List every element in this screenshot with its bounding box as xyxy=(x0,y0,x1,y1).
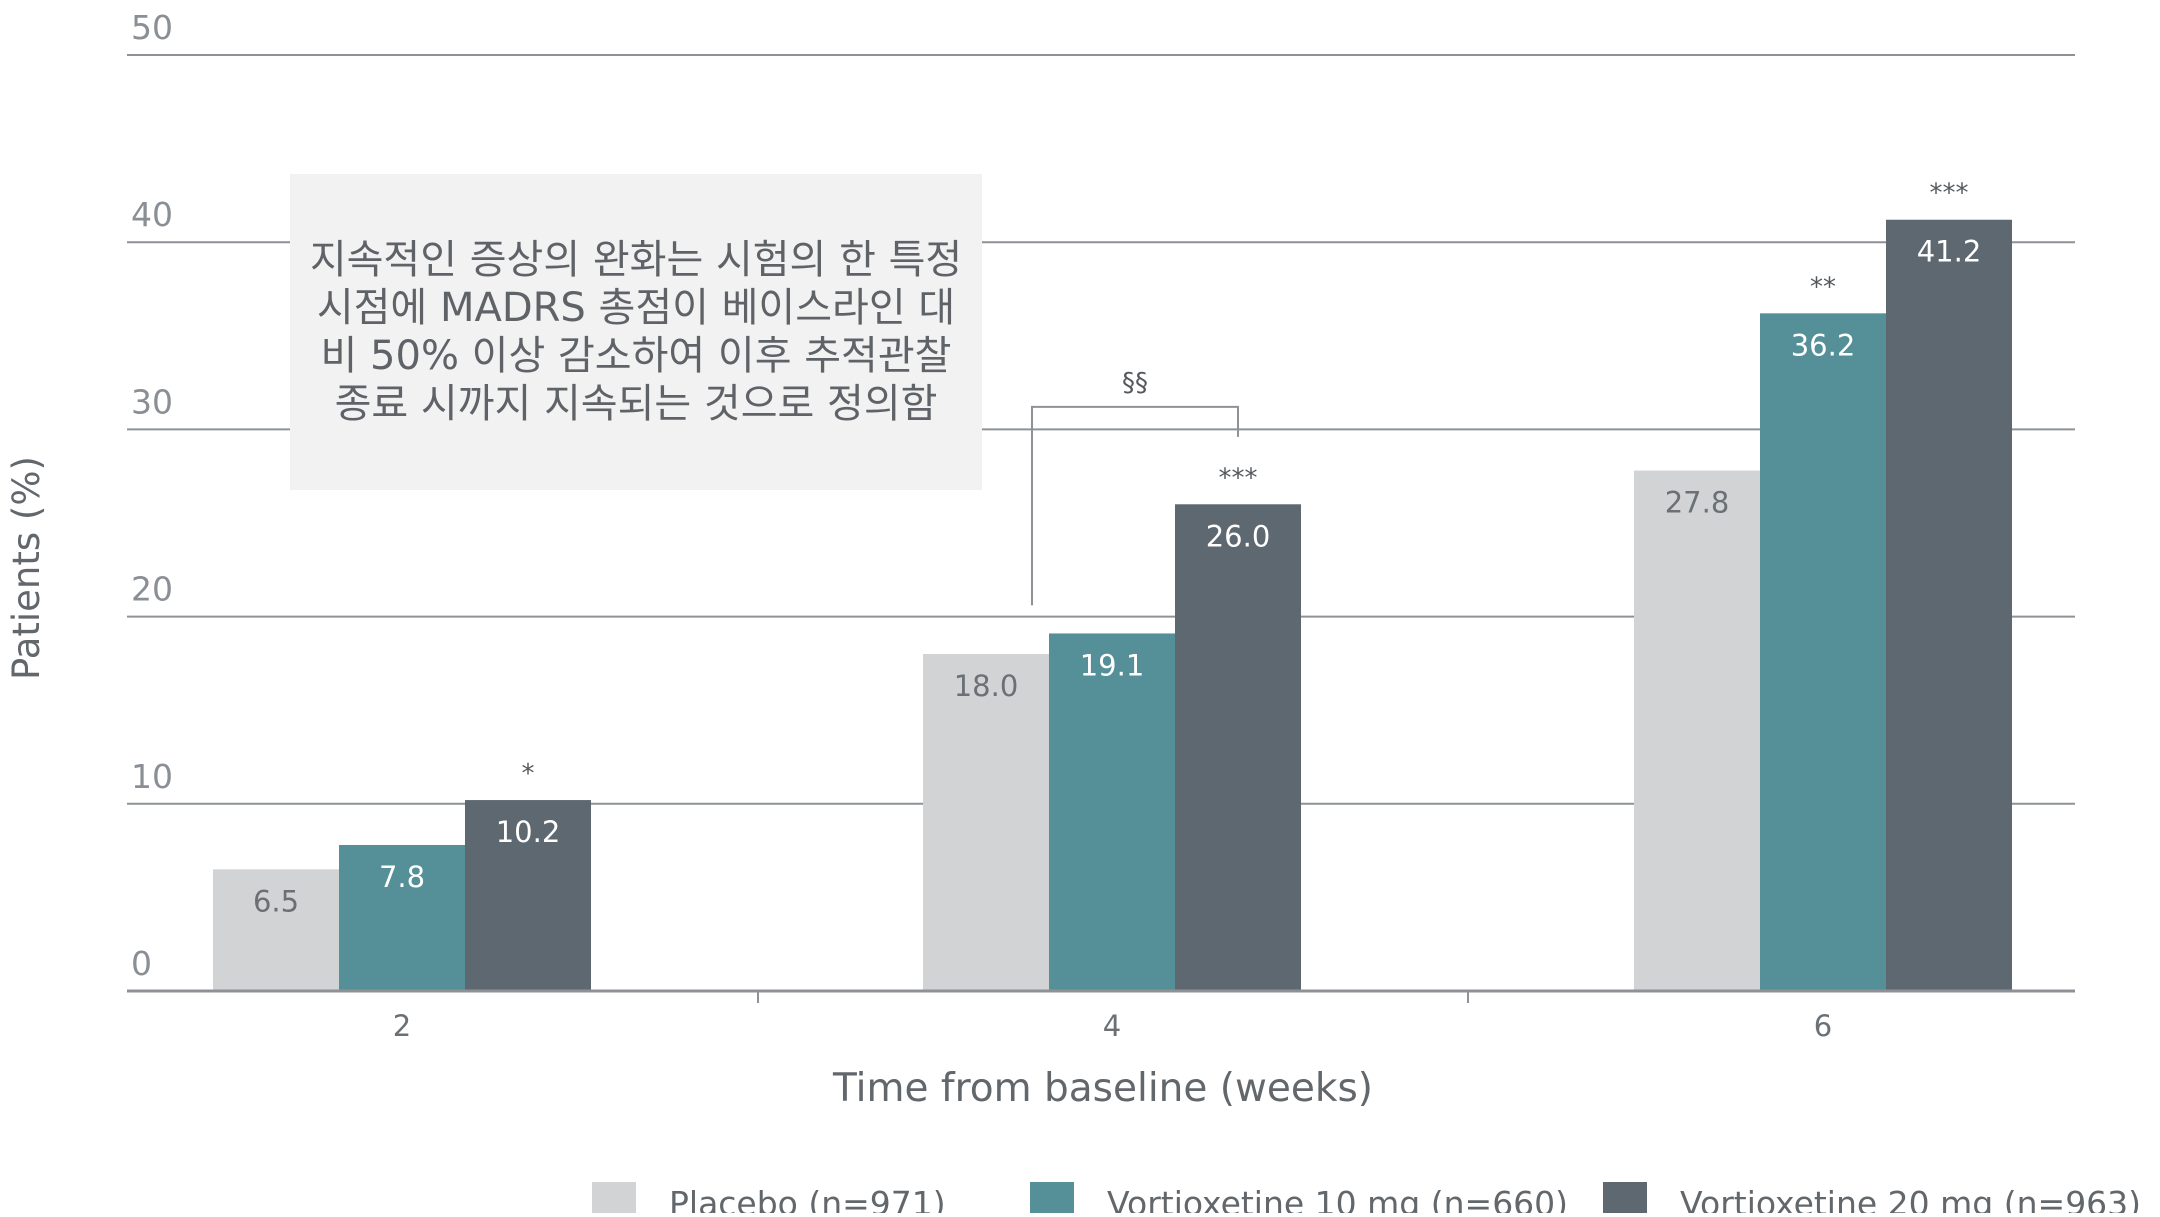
x-axis: 2 4 6 xyxy=(127,989,2075,1043)
bar-s0-week-4 xyxy=(923,654,1049,991)
bar-s2-week-4 xyxy=(1175,504,1301,991)
value-label-s0-week-4: 18.0 xyxy=(954,669,1019,703)
significance-marker-1: *** xyxy=(1219,463,1258,493)
significance-marker-0: * xyxy=(522,759,535,789)
bar-s2-week-2 xyxy=(465,800,591,991)
y-tick-label-0: 0 xyxy=(131,944,152,983)
legend-label-1: Vortioxetine 10 mg (n=660) xyxy=(1107,1184,1568,1213)
legend-swatch-1 xyxy=(1030,1182,1074,1217)
value-label-s1-week-6: 36.2 xyxy=(1791,328,1856,362)
value-label-s2-week-4: 26.0 xyxy=(1206,519,1271,553)
definition-note-text: 지속적인 증상의 완화는 시험의 한 특정 시점에 MADRS 총점이 베이스라… xyxy=(309,237,963,427)
y-tick-label-50: 50 xyxy=(131,8,173,47)
value-label-s0-week-6: 27.8 xyxy=(1665,486,1730,520)
value-label-s1-week-2: 7.8 xyxy=(379,860,425,894)
bar-s0-week-2 xyxy=(213,869,339,991)
x-tick-label-6: 6 xyxy=(1814,1009,1832,1043)
bar-s1-week-2 xyxy=(339,844,465,991)
significance-markers: *********§§ xyxy=(522,179,1969,789)
significance-marker-2: ** xyxy=(1810,272,1836,302)
significance-marker-3: *** xyxy=(1930,179,1969,209)
y-tick-label-20: 20 xyxy=(131,570,173,609)
y-axis-title: Patients (%) xyxy=(5,456,48,680)
bar-s1-week-6 xyxy=(1760,313,1886,991)
y-tick-label-10: 10 xyxy=(131,757,173,796)
value-label-s1-week-4: 19.1 xyxy=(1080,648,1145,682)
x-axis-title: Time from baseline (weeks) xyxy=(832,1066,1373,1111)
bar-s0-week-6 xyxy=(1634,470,1760,992)
x-tick-label-2: 2 xyxy=(393,1009,411,1043)
legend-swatch-0 xyxy=(592,1182,636,1217)
legend: Placebo (n=971) Vortioxetine 10 mg (n=660… xyxy=(592,1182,2141,1217)
y-tick-label-40: 40 xyxy=(131,195,173,234)
legend-label-0: Placebo (n=971) xyxy=(669,1184,946,1213)
definition-note-box: 지속적인 증상의 완화는 시험의 한 특정 시점에 MADRS 총점이 베이스라… xyxy=(290,174,982,490)
x-tick-label-4: 4 xyxy=(1103,1009,1121,1043)
y-axis-ticks: 0 10 20 30 40 50 xyxy=(131,8,173,983)
data-labels: 6.5 18.0 27.8 7.8 19.1 36.2 10.2 26.0 41.2 xyxy=(253,235,1981,919)
bars xyxy=(213,219,2012,992)
value-label-s0-week-2: 6.5 xyxy=(253,884,299,918)
legend-label-2: Vortioxetine 20 mg (n=963) xyxy=(1680,1184,2141,1213)
y-tick-label-30: 30 xyxy=(131,382,173,421)
value-label-s2-week-2: 10.2 xyxy=(496,815,561,849)
bracket-label-0: §§ xyxy=(1122,368,1148,398)
bar-s1-week-4 xyxy=(1049,633,1175,991)
bar-s2-week-6 xyxy=(1886,219,2012,992)
legend-swatch-2 xyxy=(1603,1182,1647,1217)
value-label-s2-week-6: 41.2 xyxy=(1917,235,1982,269)
significance-bracket-0 xyxy=(1031,405,1239,606)
